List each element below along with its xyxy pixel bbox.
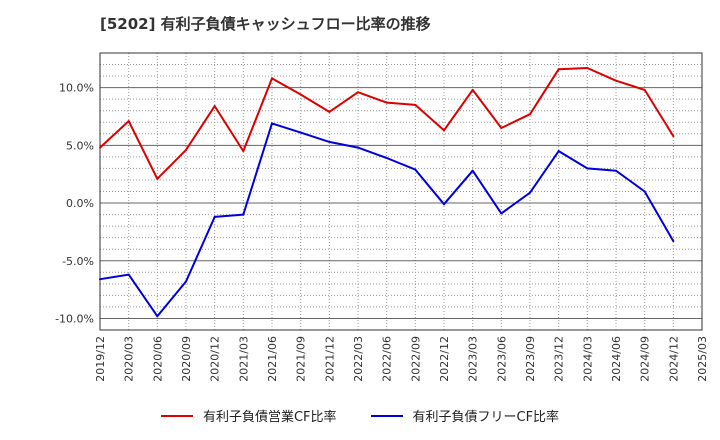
data-point-operating-cf — [471, 88, 474, 91]
data-point-operating-cf — [672, 135, 675, 138]
x-tick-label: 2021/03 — [237, 336, 250, 382]
data-point-operating-cf — [299, 93, 302, 96]
y-tick-label: -10.0% — [55, 312, 94, 325]
data-point-free-cf — [643, 190, 646, 193]
data-point-operating-cf — [414, 103, 417, 106]
x-tick-label: 2020/09 — [180, 336, 193, 382]
plot-frame — [99, 52, 703, 331]
data-point-free-cf — [615, 169, 617, 172]
data-point-free-cf — [299, 131, 302, 134]
data-point-free-cf — [500, 212, 503, 215]
x-tick-label: 2022/09 — [409, 336, 422, 382]
legend-item-free-cf: 有利子負債フリーCF比率 — [370, 406, 560, 425]
data-point-operating-cf — [500, 127, 503, 130]
data-point-operating-cf — [242, 150, 245, 153]
data-point-free-cf — [271, 122, 273, 125]
legend: 有利子負債営業CF比率 有利子負債フリーCF比率 — [0, 406, 720, 425]
data-point-free-cf — [672, 240, 675, 243]
data-point-free-cf — [529, 191, 531, 194]
data-point-operating-cf — [357, 91, 359, 94]
data-point-operating-cf — [385, 101, 388, 104]
data-point-free-cf — [213, 215, 216, 218]
data-point-operating-cf — [328, 110, 331, 113]
y-tick-label: -5.0% — [62, 255, 94, 268]
x-tick-label: 2020/06 — [151, 336, 164, 382]
legend-line-operating-cf — [160, 414, 193, 417]
legend-label-operating-cf: 有利子負債営業CF比率 — [202, 410, 337, 425]
data-point-free-cf — [185, 280, 187, 283]
x-tick-label: 2023/09 — [524, 336, 537, 382]
x-tick-label: 2024/09 — [639, 336, 652, 382]
x-tick-label: 2022/06 — [381, 336, 394, 382]
data-point-free-cf — [471, 169, 474, 172]
data-point-operating-cf — [643, 88, 646, 91]
data-point-operating-cf — [557, 68, 560, 71]
data-point-free-cf — [357, 146, 359, 149]
data-point-operating-cf — [99, 146, 101, 149]
data-point-free-cf — [127, 273, 130, 276]
data-point-free-cf — [385, 157, 388, 160]
data-point-free-cf — [99, 278, 101, 281]
y-tick-label: 0.0% — [66, 197, 94, 210]
legend-item-operating-cf: 有利子負債営業CF比率 — [160, 406, 337, 425]
x-tick-label: 2021/12 — [323, 336, 336, 382]
data-point-operating-cf — [615, 79, 617, 82]
x-tick-label: 2019/12 — [94, 336, 107, 382]
data-point-free-cf — [242, 213, 245, 216]
data-point-operating-cf — [213, 105, 216, 108]
data-point-free-cf — [557, 150, 560, 153]
x-tick-label: 2021/09 — [295, 336, 308, 382]
data-point-free-cf — [443, 203, 445, 206]
data-point-operating-cf — [271, 77, 273, 80]
data-point-operating-cf — [127, 120, 130, 123]
x-tick-label: 2020/03 — [123, 336, 136, 382]
x-tick-label: 2022/12 — [438, 336, 451, 382]
data-point-operating-cf — [185, 148, 187, 151]
x-tick-label: 2025/03 — [696, 336, 709, 382]
y-tick-label: 10.0% — [59, 82, 94, 95]
legend-label-free-cf: 有利子負債フリーCF比率 — [412, 410, 560, 425]
x-tick-label: 2020/12 — [209, 336, 222, 382]
data-point-operating-cf — [156, 177, 159, 180]
data-point-operating-cf — [443, 129, 445, 132]
y-tick-label: 5.0% — [66, 139, 94, 152]
x-tick-label: 2022/03 — [352, 336, 365, 382]
data-point-operating-cf — [529, 113, 531, 116]
data-point-free-cf — [586, 167, 589, 170]
x-tick-label: 2024/06 — [610, 336, 623, 382]
data-point-free-cf — [328, 140, 331, 143]
chart-title: [5202] 有利子負債キャッシュフロー比率の推移 — [100, 15, 431, 33]
x-tick-label: 2023/03 — [467, 336, 480, 382]
x-tick-label: 2023/12 — [553, 336, 566, 382]
legend-line-free-cf — [370, 414, 403, 417]
x-tick-label: 2021/06 — [266, 336, 279, 382]
data-point-free-cf — [156, 315, 159, 318]
x-tick-label: 2023/06 — [495, 336, 508, 382]
x-tick-label: 2024/12 — [667, 336, 680, 382]
x-tick-label: 2024/03 — [581, 336, 594, 382]
data-point-operating-cf — [586, 67, 589, 70]
data-point-free-cf — [414, 168, 417, 171]
